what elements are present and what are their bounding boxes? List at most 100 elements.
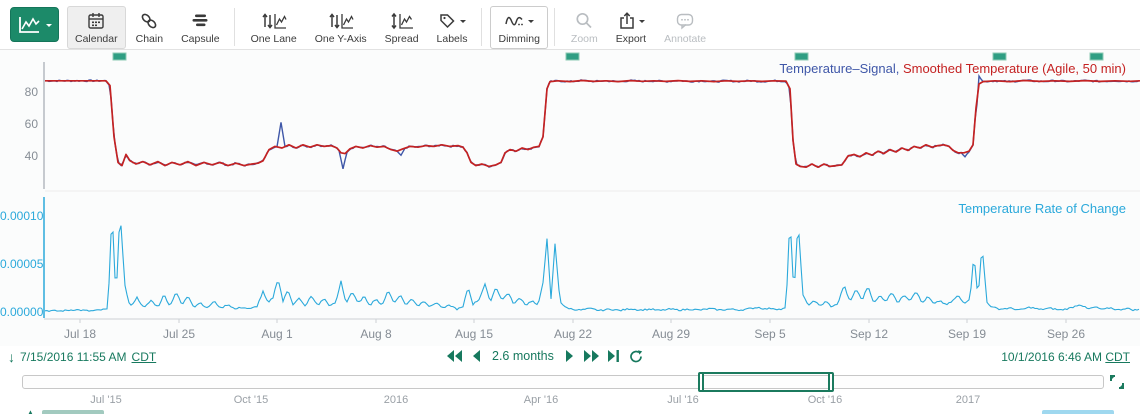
range-end[interactable]: 10/1/2016 6:46 AM CDT [1001,350,1130,364]
lane1-ytick-40: 40 [24,149,38,163]
trend-view-dropdown-button[interactable] [10,7,59,42]
xtick: Sep 19 [947,327,987,341]
timeline-label: Oct '15 [233,394,269,406]
magnifier-icon [574,11,594,31]
export-label: Export [615,33,647,45]
chain-label: Chain [135,33,164,45]
labels-label: Labels [436,33,468,45]
xtick: Aug 22 [553,327,593,341]
step-back-half-icon[interactable] [472,350,481,362]
lane1-ytick-80: 80 [24,85,38,99]
refresh-icon[interactable] [629,349,643,363]
toolbar-separator [481,8,483,46]
one-y-axis-label: One Y-Axis [314,33,367,45]
toolbar-separator [233,8,235,46]
toolbar-annotate-button: Annotate [656,6,714,49]
step-back-full-icon[interactable] [447,350,463,362]
legend-separator: , [895,61,903,76]
xtick: Aug 1 [261,327,293,341]
timeline-label: Oct '16 [807,394,843,406]
toolbar-export-button[interactable]: Export [608,6,654,49]
toolbar-one-lane-button[interactable]: One Lane [243,6,305,49]
lane2-ytick-mid: 0.00005 [0,257,44,271]
toolbar-one-y-axis-button[interactable]: One Y-Axis [307,6,375,49]
legend-temperature-signal[interactable]: Temperature–Signal [779,61,896,76]
timeline-fit-icon[interactable] [1108,374,1126,390]
range-start-timezone-link[interactable]: CDT [131,350,157,364]
toolbar-chain-button[interactable]: Chain [128,6,171,49]
toolbar-calendar-button[interactable]: Calendar [67,6,126,49]
chain-icon [139,11,159,31]
speech-bubble-icon [675,11,695,31]
calendar-icon [86,11,106,31]
one-lane-label: One Lane [250,33,297,45]
range-end-timezone-link[interactable]: CDT [1105,350,1130,364]
down-arrow-icon: ↓ [8,349,15,365]
range-navigation-bar: ↓ 7/15/2016 11:55 AM CDT 2.6 months [0,346,1140,370]
chevron-down-icon [46,23,52,30]
clipped-blue-text [1042,410,1114,414]
brush-right-handle[interactable] [828,372,834,392]
xtick: Sep 12 [849,327,889,341]
one-y-axis-icon [328,11,354,31]
tag-icon [438,11,458,31]
xtick: Aug 15 [454,327,494,341]
range-end-date[interactable]: 10/1/2016 6:46 AM [1001,350,1102,364]
temperature-rate-series [44,225,1140,312]
lane2-ytick-zero: 0.00000 [0,305,44,319]
trend-chart-area: Temperature–Signal, Smoothed Temperature… [0,50,1140,346]
one-lane-icon [261,11,287,31]
step-forward-full-icon[interactable] [583,350,599,362]
calendar-label: Calendar [75,33,118,45]
range-start[interactable]: ↓ 7/15/2016 11:55 AM CDT [8,350,156,364]
step-to-now-icon[interactable] [607,350,620,362]
legend-smoothed-temperature[interactable]: Smoothed Temperature (Agile, 50 min) [902,61,1126,76]
lane2-legend: Temperature Rate of Change [958,201,1126,216]
timeline-label: Jul '15 [90,394,122,406]
trend-chart[interactable] [0,52,1140,345]
xtick: Aug 29 [651,327,691,341]
timeline-selection-brush[interactable] [698,372,834,392]
lane1-ytick-60: 60 [24,117,38,131]
toolbar-labels-button[interactable]: Labels [429,6,476,49]
xtick: Jul 18 [63,327,97,341]
brush-left-handle[interactable] [698,372,704,392]
xtick: Sep 5 [754,327,786,341]
timeline-label: Apr '16 [523,394,559,406]
spread-label: Spread [384,33,419,45]
dimming-curve-icon [504,11,526,31]
capsule-icon [190,11,210,31]
toolbar-capsule-button[interactable]: Capsule [173,6,228,49]
step-forward-half-icon[interactable] [565,350,574,362]
clipped-up-arrow-icon: ▲ [24,406,37,414]
clipped-green-text [42,410,104,414]
chevron-down-icon [460,20,466,26]
capsule-label: Capsule [181,33,220,45]
smoothed-temperature-series [45,79,1140,169]
toolbar-dimming-button[interactable]: Dimming [490,6,548,49]
chevron-down-icon [638,20,645,26]
range-step-controls: 2.6 months [447,349,643,363]
legend-temperature-rate[interactable]: Temperature Rate of Change [958,201,1126,216]
dimming-label: Dimming [498,33,540,45]
toolbar-separator [553,8,555,46]
export-icon [617,11,637,31]
timeline-track[interactable] [22,375,1104,389]
lane1-legend: Temperature–Signal, Smoothed Temperature… [779,61,1126,76]
spread-icon [390,11,414,31]
range-start-date[interactable]: 7/15/2016 11:55 AM [20,350,127,364]
xtick: Aug 8 [360,327,392,341]
trend-chart-icon [17,15,41,35]
timeline-label: 2016 [383,394,409,406]
overview-timeline: Jul '15 Oct '15 2016 Apr '16 Jul '16 Oct… [0,370,1140,414]
timeline-label: 2017 [955,394,981,406]
chevron-down-icon [528,20,535,26]
toolbar-spread-button[interactable]: Spread [377,6,427,49]
toolbar: Calendar Chain Capsule [0,0,1140,50]
timeline-label: Jul '16 [667,394,699,406]
toolbar-zoom-button: Zoom [563,6,606,49]
zoom-label: Zoom [570,33,598,45]
xtick: Sep 26 [1046,327,1086,341]
range-duration[interactable]: 2.6 months [492,349,554,363]
